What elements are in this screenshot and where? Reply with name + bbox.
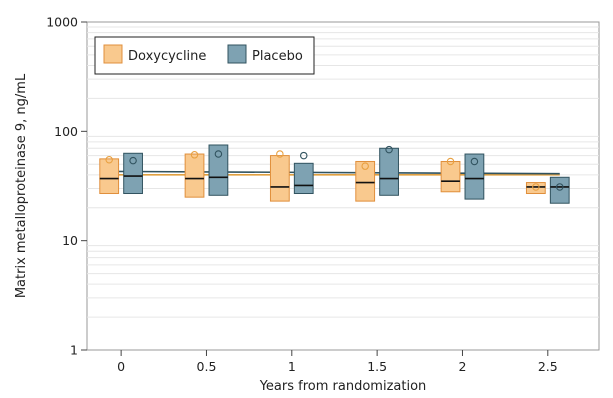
mean-marker-placebo [555,183,564,191]
x-tick-label: 0 [117,359,125,374]
box-groups [99,144,570,204]
plot-area [86,21,600,351]
legend-swatch-doxycycline [103,44,123,64]
legend-label-placebo: Placebo [252,49,303,64]
box-doxycycline [269,155,290,202]
legend-swatch-placebo [227,44,247,64]
mean-marker-doxycycline [276,150,284,158]
y-axis-title: Matrix metalloproteinase 9, ng/mL [14,73,29,298]
mean-marker-placebo [129,156,137,165]
y-tick-label: 10 [62,233,78,248]
box-placebo [293,162,314,195]
mean-marker-doxycycline [105,155,113,164]
y-axis-ticks: 1 10 100 1000 [46,15,87,358]
mean-marker-placebo [299,151,308,160]
mean-marker-placebo [470,157,479,166]
mean-marker-doxycycline [446,157,455,166]
box-doxycycline [525,182,546,195]
y-tick-label: 1000 [46,15,78,30]
box-doxycycline [99,158,120,195]
trend-lines [109,170,560,176]
mean-marker-placebo [214,150,223,158]
box-doxycycline [440,160,461,193]
trend-line-placebo [109,170,560,175]
box-placebo [379,147,399,196]
box-doxycycline [355,160,376,202]
legend-frame [94,36,315,75]
mean-marker-doxycycline [532,183,540,191]
x-tick-label: 2 [458,359,466,374]
x-axis-title: Years from randomization [259,379,427,394]
x-tick-label: 2.5 [538,359,558,374]
x-axis-ticks: 0 0.5 1 1.5 2 2.5 [117,350,558,374]
y-tick-label: 1 [70,343,78,358]
legend-label-doxycycline: Doxycycline [128,49,206,64]
mean-marker-placebo [385,145,393,154]
x-tick-label: 0.5 [197,359,217,374]
y-tick-label: 100 [54,124,78,139]
x-tick-label: 1 [288,359,296,374]
box-placebo [464,153,485,200]
box-doxycycline [184,153,205,198]
box-placebo [123,152,143,195]
mean-marker-doxycycline [361,162,369,170]
x-tick-label: 1.5 [367,359,387,374]
legend: Doxycycline Placebo [94,36,315,75]
box-placebo [208,144,229,196]
mean-marker-doxycycline [190,151,199,159]
